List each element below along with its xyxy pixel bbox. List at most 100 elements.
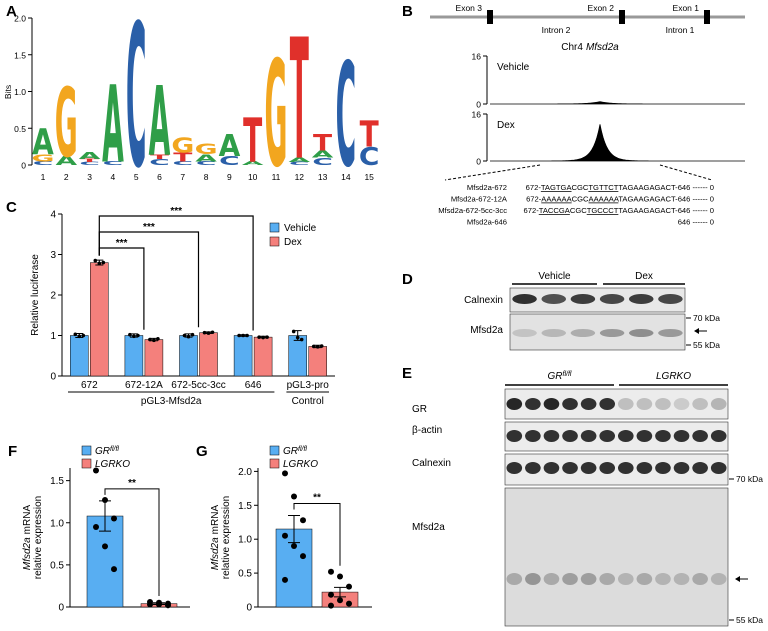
arrow-head xyxy=(735,576,740,582)
band xyxy=(562,573,578,585)
y-tick-label: 2.0 xyxy=(14,14,26,24)
data-point xyxy=(337,573,343,580)
band xyxy=(543,462,560,474)
group-label: pGL3-Mfsd2a xyxy=(141,396,202,407)
data-point xyxy=(77,334,82,339)
panel-label: G xyxy=(196,443,208,460)
logo-letter: G xyxy=(55,68,78,179)
band xyxy=(506,398,523,410)
zoom-line xyxy=(444,164,541,181)
data-point xyxy=(101,260,106,265)
data-point xyxy=(346,600,352,607)
logo-letter: C xyxy=(196,160,217,166)
y-tick-label: 1.5 xyxy=(50,476,64,487)
logo-letter: G xyxy=(265,29,288,200)
band xyxy=(655,462,671,474)
band xyxy=(655,430,671,442)
data-point xyxy=(245,333,249,338)
band xyxy=(673,462,690,474)
band xyxy=(543,573,560,585)
data-point xyxy=(282,470,288,477)
logo-letter: T xyxy=(173,151,192,165)
legend-label: Dex xyxy=(284,237,302,248)
x-tick-label: 646 xyxy=(245,380,262,391)
exon-label: Exon 2 xyxy=(588,3,615,13)
name-sup: fl/fl xyxy=(563,371,572,378)
data-point xyxy=(102,543,108,550)
bar xyxy=(288,335,307,377)
y-tick-label: 2 xyxy=(50,291,56,302)
name-text: GR xyxy=(283,446,298,457)
name-text: LGRKO xyxy=(283,459,318,470)
gene: Mfsd2a xyxy=(586,42,619,53)
row-label: GR xyxy=(412,404,427,415)
data-point xyxy=(261,335,265,340)
band xyxy=(506,430,523,442)
sequence-part: TGCCCT xyxy=(587,206,619,215)
track-name: Dex xyxy=(497,120,515,131)
band xyxy=(512,329,537,337)
x-tick-label: 5 xyxy=(134,172,139,182)
sequence-part: 672- xyxy=(526,195,542,204)
band xyxy=(692,462,708,474)
sequence-part: TACCGA xyxy=(539,206,571,215)
data-point xyxy=(291,493,297,500)
track-title: Chr4 Mfsd2a xyxy=(561,42,619,53)
x-tick-label: 9 xyxy=(227,172,232,182)
data-point xyxy=(186,334,191,339)
logo-letter: A xyxy=(195,152,218,164)
name-text: LGRKO xyxy=(656,371,691,382)
data-point xyxy=(111,515,117,522)
significance-label: *** xyxy=(143,222,155,233)
data-point xyxy=(291,329,296,334)
logo-letter: C xyxy=(219,154,240,168)
x-tick-label: 672-12A xyxy=(125,380,163,391)
logo-letter: A xyxy=(312,148,335,160)
x-tick-label: 12 xyxy=(295,172,305,182)
y-tick-label: 1.0 xyxy=(14,87,26,97)
band xyxy=(710,462,727,474)
data-point xyxy=(165,602,171,609)
data-point xyxy=(152,338,156,343)
y-axis-label: Mfsd2a mRNA xyxy=(210,505,221,571)
logo-letter: A xyxy=(102,64,124,187)
exon-label: Exon 1 xyxy=(673,3,700,13)
data-point xyxy=(102,497,108,504)
bar xyxy=(70,335,89,377)
band xyxy=(525,573,541,585)
y-tick-label: 1 xyxy=(50,331,56,342)
bar xyxy=(253,336,273,377)
x-tick-label: 2 xyxy=(64,172,69,182)
band xyxy=(580,398,597,410)
significance-label: *** xyxy=(116,238,128,249)
band xyxy=(562,398,578,410)
logo-letter: C xyxy=(33,160,54,166)
sequence-part: TGTTCT xyxy=(588,183,618,192)
intron-label: Intron 1 xyxy=(666,25,695,35)
legend-swatch xyxy=(81,445,92,456)
logo-letter: C xyxy=(312,155,333,167)
sequence-name: Mfsd2a-672 xyxy=(467,183,507,192)
y-tick-label: 1.5 xyxy=(238,501,252,512)
data-point xyxy=(93,523,99,530)
logo-letter: A xyxy=(288,156,310,163)
significance-label: ** xyxy=(128,478,136,489)
sequence-part: TAGAAGAGACT-646 ------ 0 xyxy=(618,195,714,204)
x-tick-label: 11 xyxy=(272,172,281,182)
band xyxy=(543,398,560,410)
row-label: Calnexin xyxy=(464,295,503,306)
band xyxy=(580,430,597,442)
x-tick-label: 13 xyxy=(318,172,328,182)
logo-letter: C xyxy=(359,142,380,171)
panel-label: A xyxy=(6,3,17,20)
logo-letter: C xyxy=(103,160,124,166)
logo-letter: A xyxy=(149,66,171,177)
band xyxy=(512,294,537,304)
data-point xyxy=(132,334,136,339)
panel-label: F xyxy=(8,443,17,460)
data-point xyxy=(237,333,241,338)
blot xyxy=(509,287,686,313)
data-point xyxy=(73,332,78,337)
band xyxy=(506,462,523,474)
data-point xyxy=(156,336,160,341)
